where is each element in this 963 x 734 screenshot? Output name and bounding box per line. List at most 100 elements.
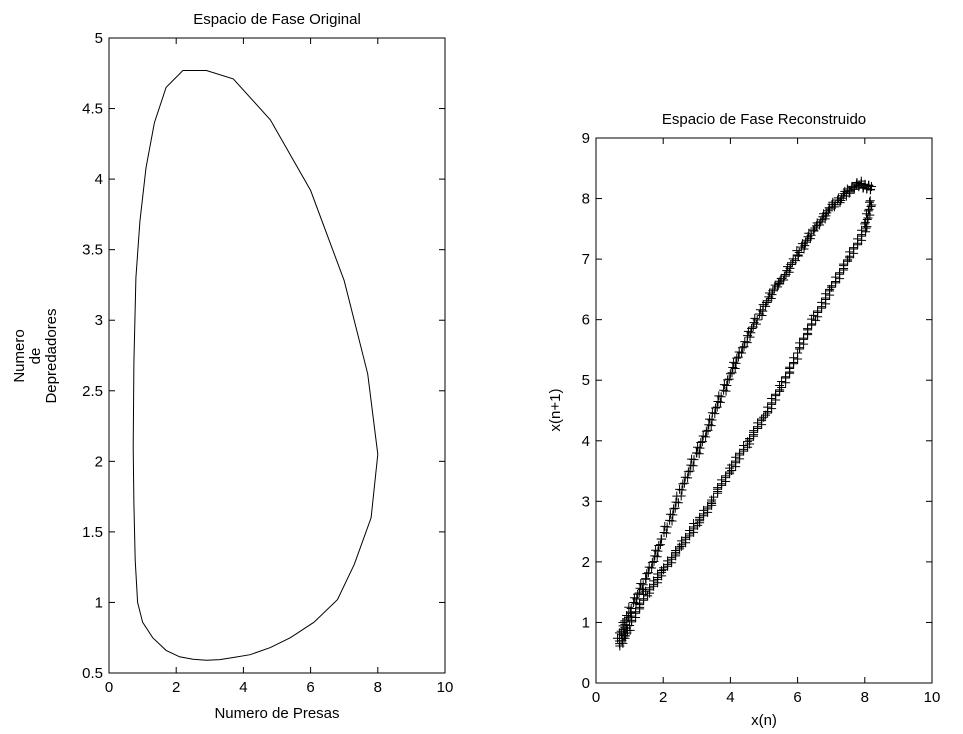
y-tick-label: 0.5 <box>82 665 103 682</box>
upper-branch-point <box>768 286 778 296</box>
lower-branch-point <box>781 378 791 388</box>
chart2-x-ticks: 0 2 4 6 8 10 <box>592 138 940 706</box>
upper-branch-point <box>696 437 706 447</box>
lower-branch-point <box>735 454 745 464</box>
lower-branch-point <box>757 420 767 430</box>
x-tick-label: 8 <box>861 689 869 706</box>
upper-branch-point <box>685 466 695 476</box>
y-tick-label: 4.5 <box>82 101 103 118</box>
upper-branch-point <box>705 414 715 424</box>
phase-space-reconstructed-chart: Espacio de Fase Reconstruido 0 2 4 6 8 10 0 1 2… <box>547 111 940 729</box>
y-tick-label: 0 <box>582 675 590 692</box>
y-tick-label: 3 <box>582 493 590 510</box>
y-tick-label: 6 <box>582 312 590 329</box>
upper-branch-point <box>830 200 840 210</box>
lower-branch-point <box>717 479 727 489</box>
upper-branch-point <box>791 256 801 266</box>
upper-branch-point <box>655 540 665 550</box>
upper-branch-point <box>845 186 855 196</box>
upper-branch-point <box>722 381 732 391</box>
upper-branch-point <box>761 301 771 311</box>
lower-branch-point <box>811 315 821 325</box>
upper-branch-point <box>713 397 723 407</box>
upper-branch-point <box>680 472 690 482</box>
upper-branch-point <box>836 195 846 205</box>
lower-branch-point <box>831 276 841 286</box>
lower-branch-point <box>860 217 870 227</box>
lower-branch-point <box>753 422 763 432</box>
upper-branch-point <box>707 408 717 418</box>
upper-branch-point <box>715 397 725 407</box>
upper-branch-point <box>688 461 698 471</box>
phase-space-original-chart: Espacio de Fase Original 0 2 4 6 8 10 0.5 1 1.5… <box>11 11 453 722</box>
chart2-y-axis-label: x(n+1) <box>547 389 564 432</box>
upper-branch-point <box>661 528 671 538</box>
chart1-y-ticks: 0.5 1 1.5 2 2.5 3 3.5 4 4.5 5 <box>82 30 445 682</box>
phase-curve-line <box>132 70 379 661</box>
upper-branch-point <box>810 223 820 233</box>
upper-branch-point <box>785 263 795 273</box>
upper-branch-point <box>837 193 847 203</box>
lower-branch-point <box>793 354 803 364</box>
upper-branch-point <box>638 580 648 590</box>
y-tick-label: 1.5 <box>82 524 103 541</box>
upper-branch-point <box>631 599 641 609</box>
upper-branch-point <box>673 498 683 508</box>
upper-branch-point <box>745 332 755 342</box>
upper-branch-point <box>746 328 756 338</box>
lower-branch-point <box>862 209 872 219</box>
upper-branch-point <box>719 380 729 390</box>
upper-branch-point <box>740 337 750 347</box>
upper-branch-point <box>755 305 765 315</box>
upper-branch-point <box>730 364 740 374</box>
upper-branch-point <box>732 353 742 363</box>
upper-branch-point <box>815 217 825 227</box>
upper-branch-point <box>675 484 685 494</box>
y-tick-label: 2 <box>582 554 590 571</box>
upper-branch-point <box>835 198 845 208</box>
x-tick-label: 10 <box>437 679 454 696</box>
upper-branch-point <box>867 181 877 191</box>
lower-branch-point <box>761 410 771 420</box>
upper-branch-point <box>624 602 634 612</box>
lower-branch-point <box>627 615 637 625</box>
upper-branch-point <box>721 386 731 396</box>
y-tick-label: 7 <box>582 251 590 268</box>
chart1-x-ticks: 0 2 4 6 8 10 <box>105 38 454 696</box>
upper-branch-point <box>779 271 789 281</box>
upper-branch-point <box>731 358 741 368</box>
x-tick-label: 2 <box>172 679 180 696</box>
x-tick-label: 0 <box>105 679 113 696</box>
upper-branch-point <box>712 402 722 412</box>
y-tick-label: 2.5 <box>82 383 103 400</box>
upper-branch-point <box>751 319 761 329</box>
chart1-y-axis-label-line2: de <box>27 348 44 365</box>
x-tick-label: 0 <box>592 689 600 706</box>
lower-branch-point <box>775 385 785 395</box>
upper-branch-point <box>724 374 734 384</box>
upper-branch-point <box>647 557 657 567</box>
lower-branch-point <box>843 255 853 265</box>
upper-branch-point <box>654 540 664 550</box>
upper-branch-point <box>788 254 798 264</box>
upper-branch-point <box>670 503 680 513</box>
lower-branch-point <box>817 302 827 312</box>
upper-branch-point <box>693 442 703 452</box>
chart2-x-axis-label: x(n) <box>751 712 777 729</box>
lower-branch-point <box>799 339 809 349</box>
x-tick-label: 6 <box>793 689 801 706</box>
upper-branch-point <box>766 294 776 304</box>
lower-branch-point <box>865 196 875 206</box>
upper-branch-point <box>804 228 814 238</box>
lower-branch-point <box>789 357 799 367</box>
upper-branch-point <box>774 279 784 289</box>
lower-branch-point <box>777 383 787 393</box>
lower-branch-point <box>839 263 849 273</box>
upper-branch-point <box>662 522 672 532</box>
x-tick-label: 4 <box>239 679 247 696</box>
x-tick-label: 2 <box>659 689 667 706</box>
upper-branch-point <box>641 574 651 584</box>
upper-branch-point <box>825 204 835 214</box>
y-tick-label: 1 <box>582 614 590 631</box>
